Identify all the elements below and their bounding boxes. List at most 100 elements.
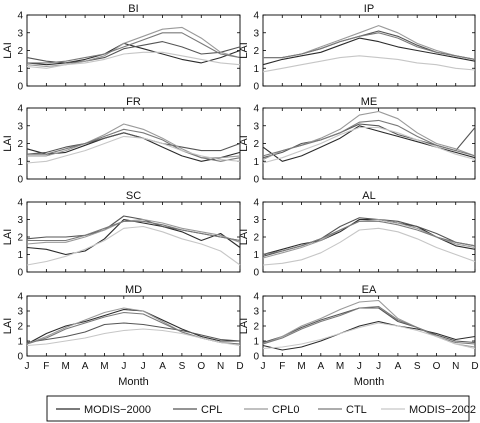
series-line-5: [26, 328, 241, 347]
panel-frame: [262, 14, 476, 87]
series-line-5: [26, 225, 241, 266]
x-tick-label: M: [62, 361, 70, 372]
series-line-5: [262, 55, 476, 73]
x-tick-label: J: [376, 361, 381, 372]
legend-label: CPL0: [272, 404, 300, 416]
series-line-2: [26, 322, 241, 344]
x-tick-label: J: [261, 361, 266, 372]
y-tick-label: 4: [253, 292, 259, 303]
series-line-5: [262, 126, 476, 164]
x-tick-label: D: [236, 361, 243, 372]
series-line-1: [262, 320, 476, 351]
y-tick-label: 0: [17, 175, 23, 186]
y-tick-label: 2: [17, 46, 23, 57]
x-tick-label: D: [471, 361, 478, 372]
series-line-4: [262, 119, 476, 157]
panel-title: ME: [361, 96, 378, 108]
y-tick-label: 0: [17, 352, 23, 363]
y-tick-label: 4: [17, 292, 23, 303]
y-tick-label: 3: [17, 28, 23, 39]
y-tick-label: 0: [253, 352, 259, 363]
y-tick-label: 3: [17, 121, 23, 132]
x-tick-label: M: [336, 361, 344, 372]
x-tick-label: J: [357, 361, 362, 372]
panel-ip: IP 0 1 2 3 4 LAI: [238, 3, 476, 93]
y-axis-label: LAI: [238, 318, 250, 335]
series-line-4: [263, 32, 476, 60]
x-tick-label: J: [141, 361, 146, 372]
panel-frame: [262, 295, 476, 357]
y-tick-label: 2: [17, 322, 23, 333]
series-line-5: [26, 51, 241, 69]
panel-title: MD: [125, 284, 142, 296]
series-line-1: [26, 308, 240, 345]
x-tick-label: O: [433, 361, 441, 372]
x-tick-label: M: [297, 361, 305, 372]
series-line-4: [27, 220, 241, 242]
x-axis-label: Month: [354, 376, 385, 388]
y-tick-label: 1: [253, 250, 259, 261]
x-tick-label: F: [279, 361, 285, 372]
series-line-3: [263, 25, 476, 60]
legend-label: CPL: [201, 404, 222, 416]
series-line-2: [26, 215, 241, 242]
x-tick-label: M: [100, 361, 108, 372]
x-tick-label: J: [25, 361, 30, 372]
x-tick-label: S: [179, 361, 186, 372]
series-line-3: [27, 123, 241, 159]
y-tick-label: 3: [253, 307, 259, 318]
y-tick-label: 2: [17, 139, 23, 150]
y-axis-label: LAI: [2, 135, 14, 152]
y-tick-label: 3: [253, 215, 259, 226]
panel-title: BI: [128, 3, 138, 15]
y-tick-label: 1: [17, 64, 23, 75]
y-tick-label: 2: [253, 233, 259, 244]
panel-frame: [26, 295, 241, 357]
series-line-5: [262, 322, 476, 350]
panel-al: AL 0 1 2 3 4 LAI: [238, 190, 476, 279]
series-line-2: [26, 41, 241, 64]
panel-me: ME 0 1 2 3 4 LAI: [238, 96, 476, 186]
series-line-3: [26, 218, 241, 245]
y-axis-label: LAI: [2, 42, 14, 59]
legend-label: MODIS−2002: [409, 404, 476, 416]
panel-title: IP: [364, 3, 374, 15]
series-line-1: [262, 37, 476, 66]
panel-title: AL: [362, 190, 375, 202]
series-line-5: [262, 227, 476, 266]
series-line-5: [26, 135, 241, 164]
legend: MODIS−2000 CPL CPL0 CTL MODIS−2002: [46, 395, 476, 422]
y-tick-label: 2: [253, 46, 259, 57]
y-axis-label: LAI: [238, 229, 250, 246]
panel-frame: [26, 107, 241, 180]
y-tick-label: 3: [253, 121, 259, 132]
panel-frame: [262, 107, 476, 180]
x-tick-label: A: [395, 361, 402, 372]
y-axis-label: LAI: [2, 229, 14, 246]
y-axis-label: LAI: [238, 42, 250, 59]
y-tick-label: 2: [253, 322, 259, 333]
y-tick-label: 0: [17, 82, 23, 93]
x-tick-label: J: [121, 361, 126, 372]
y-tick-label: 1: [17, 157, 23, 168]
y-axis-label: LAI: [238, 135, 250, 152]
series-line-1: [26, 42, 241, 66]
y-tick-label: 1: [17, 337, 23, 348]
panel-title: SC: [126, 190, 141, 202]
panel-title: FR: [126, 96, 141, 108]
series-line-2: [262, 307, 476, 344]
y-tick-label: 4: [253, 198, 259, 209]
series-line-1: [262, 125, 476, 162]
series-line-4: [27, 128, 241, 162]
y-tick-label: 4: [17, 11, 23, 22]
x-tick-label: A: [317, 361, 324, 372]
y-tick-label: 0: [17, 268, 23, 279]
legend-label: MODIS−2000: [84, 404, 151, 416]
series-line-4: [27, 32, 241, 64]
y-tick-label: 3: [17, 307, 23, 318]
x-tick-label: O: [197, 361, 205, 372]
y-tick-label: 2: [17, 233, 23, 244]
series-line-3: [262, 110, 476, 160]
y-tick-label: 2: [253, 139, 259, 150]
